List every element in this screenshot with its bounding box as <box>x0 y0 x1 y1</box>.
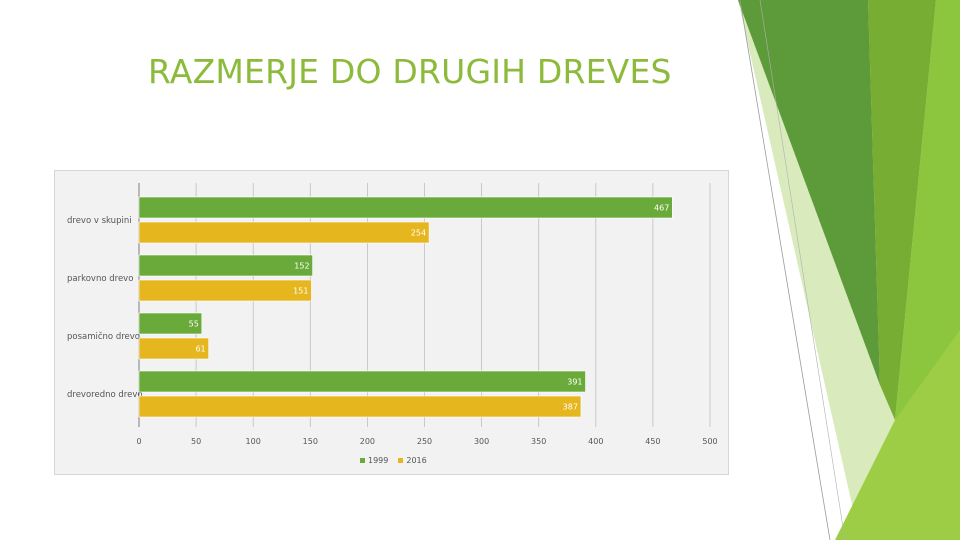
bar-2016 <box>138 279 312 302</box>
category-label: drevoredno drevo <box>67 390 143 400</box>
bar-2016 <box>138 337 209 360</box>
x-tick-label: 250 <box>417 437 432 446</box>
data-label: 467 <box>654 204 669 213</box>
bar-1999 <box>138 254 313 277</box>
x-tick-label: 450 <box>645 437 660 446</box>
data-label: 61 <box>195 345 205 354</box>
legend-label-2016: 2016 <box>406 456 427 465</box>
legend-item-2016: 2016 <box>398 456 427 465</box>
x-tick-label: 150 <box>303 437 318 446</box>
deco-shape-dark-triangle <box>738 0 880 385</box>
data-label: 387 <box>563 403 578 412</box>
x-tick-label: 100 <box>246 437 261 446</box>
deco-shape-mid-band <box>868 0 936 420</box>
x-tick-label: 400 <box>588 437 603 446</box>
bar-1999 <box>138 196 673 219</box>
data-label: 152 <box>294 262 309 271</box>
bar-chart: 0 50 100 150 200 250 300 350 400 450 500 drevo v sk… <box>67 183 718 446</box>
data-label: 391 <box>567 378 582 387</box>
data-label: 151 <box>293 287 308 296</box>
x-tick-label: 500 <box>702 437 717 446</box>
x-tick-label: 350 <box>531 437 546 446</box>
data-label: 55 <box>189 320 199 329</box>
deco-line-inner <box>759 0 846 540</box>
legend-swatch-2016 <box>398 458 404 463</box>
chart-legend: 1999 2016 <box>360 456 427 465</box>
legend-item-1999: 1999 <box>360 456 388 465</box>
data-label: 254 <box>411 229 426 238</box>
chart-panel: 0 50 100 150 200 250 300 350 400 450 500 drevo v sk… <box>54 170 729 475</box>
slide-title: RAZMERJE DO DRUGIH DREVES <box>148 52 672 91</box>
x-tick-label: 50 <box>191 437 201 446</box>
x-tick-label: 200 <box>360 437 375 446</box>
legend-swatch-1999 <box>360 458 365 463</box>
deco-line-outer <box>739 0 831 540</box>
x-tick-label: 0 <box>136 437 141 446</box>
bar-2016 <box>138 395 582 418</box>
category-label: drevo v skupini <box>67 216 132 226</box>
legend-label-1999: 1999 <box>368 456 389 465</box>
bar-2016 <box>138 221 430 244</box>
category-label: posamično drevo <box>67 331 140 342</box>
deco-shape-bottom-triangle <box>835 330 960 540</box>
x-tick-label: 300 <box>474 437 489 446</box>
bar-1999 <box>138 312 203 335</box>
bar-1999 <box>138 370 586 393</box>
category-label: parkovno drevo <box>67 274 133 284</box>
